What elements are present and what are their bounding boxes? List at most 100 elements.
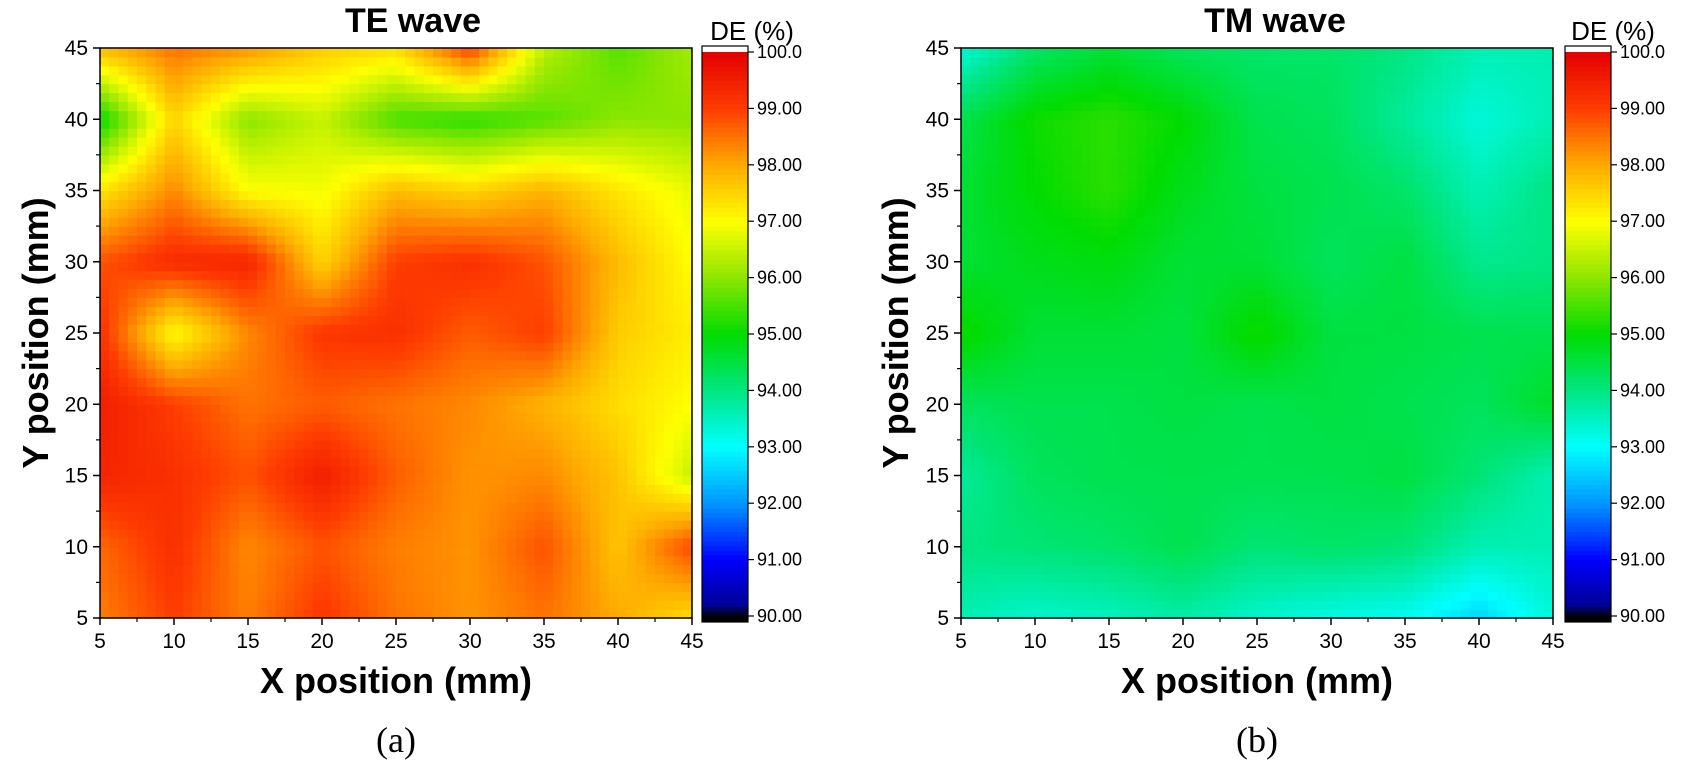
heatmap-cell — [275, 270, 286, 281]
heatmap-cell — [423, 297, 434, 307]
heatmap-cell — [275, 413, 286, 423]
heatmap-cell — [544, 297, 554, 307]
heatmap-cell — [525, 430, 536, 441]
heatmap-cell — [451, 404, 462, 414]
heatmap-cell — [460, 341, 471, 352]
heatmap-cell — [460, 270, 471, 281]
heatmap-cell — [183, 333, 194, 343]
heatmap-cell — [608, 546, 619, 557]
heatmap-cell — [396, 172, 406, 183]
heatmap-cell — [201, 457, 212, 468]
heatmap-cell — [1442, 600, 1452, 610]
heatmap-cell — [1321, 537, 1332, 548]
heatmap-cell — [183, 439, 194, 450]
heatmap-cell — [238, 235, 249, 245]
heatmap-cell — [285, 333, 295, 343]
heatmap-cell — [442, 137, 453, 147]
heatmap-cell — [664, 128, 675, 138]
heatmap-cell — [525, 74, 536, 85]
heatmap-cell — [146, 439, 157, 450]
heatmap-cell — [201, 520, 212, 530]
heatmap-cell — [497, 324, 508, 334]
heatmap-cell — [460, 368, 471, 379]
heatmap-cell — [248, 528, 258, 539]
heatmap-cell — [618, 582, 628, 592]
heatmap-cell — [201, 502, 212, 512]
heatmap-cell — [229, 137, 240, 147]
heatmap-cell — [645, 101, 656, 111]
heatmap-cell — [534, 190, 545, 201]
heatmap-cell — [1183, 546, 1193, 557]
heatmap-cell — [599, 368, 610, 379]
heatmap-cell — [1247, 582, 1258, 592]
heatmap-cell — [118, 172, 129, 183]
heatmap-cell — [488, 422, 499, 432]
heatmap-cell — [201, 270, 212, 281]
heatmap-cell — [507, 137, 517, 147]
heatmap-cell — [534, 261, 545, 272]
heatmap-cell — [377, 528, 388, 539]
heatmap-cell — [248, 502, 258, 512]
heatmap-cell — [340, 582, 351, 592]
heatmap-cell — [451, 422, 462, 432]
heatmap-cell — [109, 457, 120, 468]
heatmap-cell — [544, 368, 554, 379]
heatmap-cell — [1340, 528, 1351, 539]
heatmap-cell — [368, 119, 379, 129]
heatmap-cell — [127, 475, 138, 486]
heatmap-cell — [618, 110, 628, 120]
heatmap-cell — [146, 279, 157, 290]
heatmap-cell — [220, 333, 231, 343]
heatmap-cell — [322, 466, 332, 477]
heatmap-cell — [377, 386, 388, 396]
heatmap-cell — [405, 430, 416, 441]
heatmap-cell — [164, 235, 175, 245]
heatmap-cell — [497, 404, 508, 414]
heatmap-cell — [257, 324, 268, 334]
heatmap-cell — [664, 582, 675, 592]
heatmap-cell — [368, 315, 379, 325]
heatmap-cell — [229, 475, 240, 486]
heatmap-cell — [109, 145, 120, 156]
heatmap-cell — [488, 101, 499, 111]
heatmap-cell — [174, 261, 184, 272]
heatmap-cell — [349, 199, 360, 209]
heatmap-cell — [673, 422, 684, 432]
heatmap-cell — [303, 226, 314, 236]
heatmap-cell — [349, 439, 360, 450]
colorbar-swatch — [702, 428, 748, 434]
heatmap-cell — [553, 270, 564, 281]
heatmap-cell — [396, 181, 406, 192]
heatmap-cell — [257, 537, 268, 548]
heatmap-cell — [340, 324, 351, 334]
heatmap-cell — [211, 243, 221, 254]
heatmap-cell — [1072, 564, 1082, 575]
heatmap-cell — [137, 520, 147, 530]
heatmap-cell — [544, 359, 554, 370]
heatmap-cell — [1294, 582, 1304, 592]
heatmap-cell — [562, 48, 573, 58]
heatmap-cell — [470, 377, 480, 388]
heatmap-cell — [127, 119, 138, 129]
heatmap-cell — [340, 386, 351, 396]
heatmap-cell — [118, 315, 129, 325]
heatmap-cell — [682, 306, 692, 316]
heatmap-cell — [201, 279, 212, 290]
heatmap-cell — [636, 128, 647, 138]
heatmap-cell — [266, 528, 277, 539]
heatmap-cell — [303, 48, 314, 58]
heatmap-cell — [377, 172, 388, 183]
heatmap-cell — [229, 395, 240, 405]
heatmap-cell — [1432, 546, 1443, 557]
heatmap-cell — [109, 609, 120, 618]
heatmap-cell — [1460, 555, 1471, 566]
heatmap-cell — [146, 181, 157, 192]
heatmap-cell — [433, 448, 443, 459]
heatmap-cell — [248, 413, 258, 423]
heatmap-cell — [1358, 564, 1369, 575]
heatmap-cell — [266, 350, 277, 361]
heatmap-cell — [248, 288, 258, 298]
heatmap-cell — [164, 368, 175, 379]
heatmap-cell — [368, 154, 379, 165]
heatmap-cell — [303, 413, 314, 423]
